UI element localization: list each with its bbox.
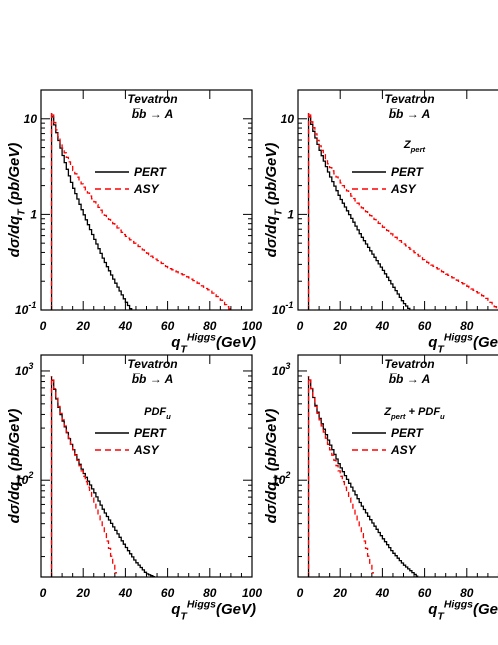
x-tick-label: 80 xyxy=(203,586,217,600)
x-tick-label: 80 xyxy=(460,586,474,600)
x-tick-label: 20 xyxy=(333,586,348,600)
panel-annotation: Tevatron xyxy=(384,92,434,106)
series-line-pert xyxy=(308,116,411,310)
plot-frame xyxy=(40,354,253,578)
x-tick-label: 0 xyxy=(297,586,304,600)
legend-label-pert: PERT xyxy=(134,426,167,440)
series-line-asy xyxy=(308,379,374,574)
series-line-pert xyxy=(51,379,155,577)
panel-annotation: Tevatron xyxy=(127,92,177,106)
plot-frame xyxy=(297,89,498,311)
y-tick-label: 102 xyxy=(272,470,290,487)
inset-label: Zpert + PDFu​ xyxy=(383,406,445,421)
x-tick-label: 40 xyxy=(118,586,133,600)
x-tick-label: 40 xyxy=(375,586,390,600)
series-line-asy xyxy=(51,114,232,310)
series-line-asy xyxy=(308,114,498,310)
y-tick-label: 103 xyxy=(15,361,33,378)
y-tick-label: 103 xyxy=(272,361,290,378)
x-tick-label: 60 xyxy=(418,319,432,333)
y-tick-label: 102 xyxy=(15,470,33,487)
x-tick-label: 100 xyxy=(242,586,262,600)
x-tick-label: 80 xyxy=(203,319,217,333)
y-tick-label: 1 xyxy=(287,207,294,221)
inset-label: Zpert​ xyxy=(403,139,426,154)
legend-label-asy: ASY xyxy=(390,182,417,196)
x-tick-label: 20 xyxy=(76,319,91,333)
x-tick-label: 20 xyxy=(333,319,348,333)
y-axis-label: dσ/dqT (pb/GeV) xyxy=(263,409,284,524)
panel-annotation: b̅b → A xyxy=(132,372,174,386)
x-tick-label: 0 xyxy=(40,319,47,333)
series-line-asy xyxy=(51,379,117,574)
inset-label: PDFu​ xyxy=(144,406,171,421)
x-tick-label: 60 xyxy=(418,586,432,600)
legend-label-pert: PERT xyxy=(391,426,424,440)
panel-annotation: Tevatron xyxy=(127,357,177,371)
series-line-pert xyxy=(308,379,419,577)
legend-label-asy: ASY xyxy=(133,443,160,457)
y-tick-label: 10 xyxy=(24,112,38,126)
panel-annotation: b̅b → A xyxy=(389,107,431,121)
panel-annotation: b̅b → A xyxy=(132,107,174,121)
x-tick-label: 60 xyxy=(161,319,175,333)
series-line-pert xyxy=(51,116,133,310)
y-tick-label: 10-1 xyxy=(15,300,36,317)
y-axis-label: dσ/dqT (pb/GeV) xyxy=(263,143,284,258)
panel-annotation: b̅b → A xyxy=(389,372,431,386)
y-axis-label: dσ/dqT (pb/GeV) xyxy=(6,409,27,524)
plot-frame xyxy=(40,89,253,311)
x-tick-label: 40 xyxy=(375,319,390,333)
plot-frame xyxy=(297,354,498,578)
x-axis-label: qTHiggs(GeV) xyxy=(171,598,256,622)
x-tick-label: 100 xyxy=(242,319,262,333)
legend-label-asy: ASY xyxy=(133,182,160,196)
y-tick-label: 10 xyxy=(281,112,295,126)
x-tick-label: 20 xyxy=(76,586,91,600)
legend-label-pert: PERT xyxy=(391,165,424,179)
x-tick-label: 0 xyxy=(40,586,47,600)
x-axis-label: qTHiggs(GeV) xyxy=(428,598,498,622)
x-axis-label: qTHiggs(GeV) xyxy=(171,331,256,355)
legend-label-pert: PERT xyxy=(134,165,167,179)
panel-annotation: Tevatron xyxy=(384,357,434,371)
x-axis-label: qTHiggs(GeV) xyxy=(428,331,498,355)
legend-label-asy: ASY xyxy=(390,443,417,457)
y-axis-label: dσ/dqT (pb/GeV) xyxy=(6,143,27,258)
x-tick-label: 40 xyxy=(118,319,133,333)
y-tick-label: 10-1 xyxy=(272,300,293,317)
x-tick-label: 60 xyxy=(161,586,175,600)
x-tick-label: 80 xyxy=(460,319,474,333)
x-tick-label: 0 xyxy=(297,319,304,333)
y-tick-label: 1 xyxy=(30,207,37,221)
